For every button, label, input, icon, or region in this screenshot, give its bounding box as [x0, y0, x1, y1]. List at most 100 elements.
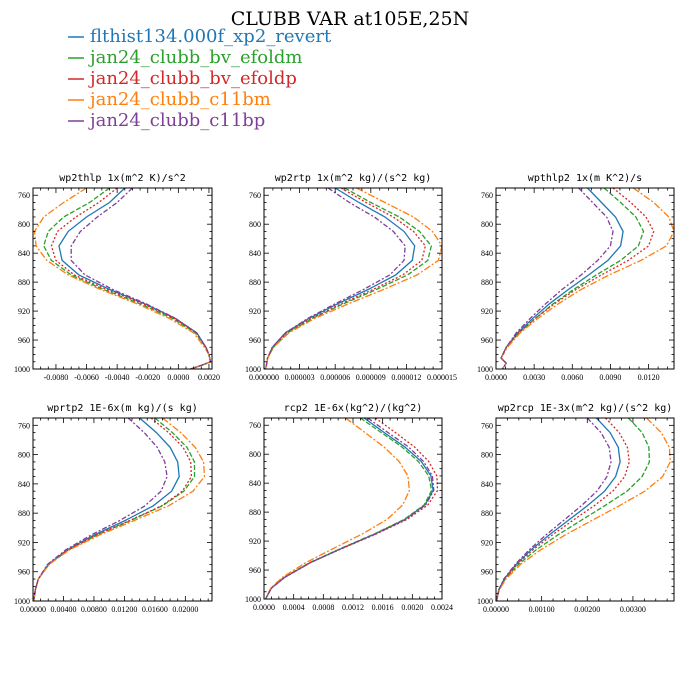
x-tick-label: 0.00400 — [50, 605, 76, 614]
y-tick-label: 880 — [249, 508, 261, 517]
series-line-3 — [496, 418, 630, 601]
x-tick-label: 0.0060 — [561, 373, 583, 382]
x-tick-label: 0.0020 — [401, 603, 423, 612]
y-tick-label: 760 — [249, 191, 261, 200]
x-tick-label: 0.000000 — [249, 373, 279, 382]
y-tick-label: 760 — [249, 421, 261, 430]
panel-frame — [32, 417, 213, 602]
y-tick-label: 920 — [249, 307, 261, 316]
series-group — [264, 188, 442, 369]
legend-label: jan24_clubb_c11bm — [88, 89, 271, 110]
series-line-4 — [500, 188, 674, 369]
y-tick-label: 1000 — [14, 597, 30, 606]
y-tick-label: 800 — [481, 220, 493, 229]
x-tick-label: 0.01600 — [142, 605, 168, 614]
y-tick-label: 920 — [249, 537, 261, 546]
x-tick-label: 0.000009 — [356, 373, 386, 382]
panel-title: rcp2 1E-6x(kg^2)/(kg^2) — [284, 403, 422, 414]
y-tick-label: 960 — [249, 566, 261, 575]
chart-panel-6: wp2rcp 1E-3x(m^2 kg)/(s^2 kg) 760 800 840 88… — [477, 403, 675, 614]
series-line-4 — [33, 188, 212, 369]
y-tick-label: 760 — [481, 191, 493, 200]
x-tick-label: 0.0000 — [167, 373, 189, 382]
series-group — [496, 418, 671, 601]
series-line-1 — [496, 418, 621, 601]
x-tick-label: 0.00200 — [574, 605, 600, 614]
y-tick-label: 1000 — [477, 597, 493, 606]
y-tick-label: 880 — [481, 509, 493, 518]
y-tick-label: 920 — [481, 538, 493, 547]
x-tick-label: 0.0024 — [431, 603, 453, 612]
x-tick-label: -0.0020 — [135, 373, 160, 382]
x-tick-label: 0.0012 — [342, 603, 364, 612]
x-tick-label: 0.0016 — [372, 603, 394, 612]
y-tick-label: 880 — [18, 509, 30, 518]
y-tick-label: 920 — [18, 538, 30, 547]
x-tick-label: 0.0090 — [599, 373, 621, 382]
y-tick-label: 960 — [481, 336, 493, 345]
y-tick-label: 920 — [481, 307, 493, 316]
series-line-2 — [42, 188, 212, 369]
x-tick-label: 0.000015 — [427, 373, 457, 382]
panel-title: wp2rtp 1x(m^2 kg)/(s^2 kg) — [275, 173, 432, 184]
series-group — [33, 188, 212, 369]
x-tick-label: 0.000012 — [391, 373, 421, 382]
x-tick-label: 0.00300 — [620, 605, 646, 614]
x-tick-label: -0.0080 — [44, 373, 69, 382]
legend-label: jan24_clubb_c11bp — [88, 110, 265, 131]
x-tick-label: 0.02000 — [172, 605, 198, 614]
y-tick-label: 1000 — [14, 365, 30, 374]
y-tick-label: 960 — [18, 336, 30, 345]
y-tick-label: 760 — [18, 191, 30, 200]
series-line-3 — [500, 188, 655, 369]
x-tick-label: 0.000006 — [320, 373, 350, 382]
y-tick-label: 960 — [249, 336, 261, 345]
panel-frame — [32, 187, 213, 370]
x-tick-label: -0.0060 — [74, 373, 99, 382]
x-tick-label: 0.00000 — [20, 605, 46, 614]
y-tick-label: 880 — [481, 278, 493, 287]
y-tick-label: 1000 — [245, 365, 261, 374]
panel-frame — [495, 187, 675, 370]
y-tick-label: 960 — [18, 568, 30, 577]
x-tick-label: 0.0030 — [523, 373, 545, 382]
series-line-4 — [264, 418, 411, 599]
legend-label: jan24_clubb_bv_efoldp — [88, 68, 297, 89]
chart-panel-3: wpthlp2 1x(m K^2)/s 760 800 840 880 920 960 100… — [477, 173, 675, 382]
panels: wp2thlp 1x(m^2 K)/s^2 760 800 840 880 920 960 1… — [14, 173, 675, 614]
chart-panel-1: wp2thlp 1x(m^2 K)/s^2 760 800 840 880 920 960 1… — [14, 173, 220, 382]
y-tick-label: 1000 — [477, 365, 493, 374]
series-line-5 — [496, 418, 612, 601]
y-tick-label: 760 — [18, 421, 30, 430]
x-tick-label: 0.0000 — [485, 373, 507, 382]
y-tick-label: 800 — [18, 451, 30, 460]
series-line-4 — [496, 418, 671, 601]
panel-title: wpthlp2 1x(m K^2)/s — [528, 173, 642, 184]
series-line-2 — [500, 188, 645, 369]
x-tick-label: 0.0004 — [283, 603, 305, 612]
chart-panel-2: wp2rtp 1x(m^2 kg)/(s^2 kg) 760 800 840 880 92… — [245, 173, 457, 382]
series-line-2 — [264, 418, 433, 599]
x-tick-label: 0.01200 — [111, 605, 137, 614]
series-line-3 — [264, 188, 427, 369]
panel-frame — [263, 187, 443, 370]
series-line-5 — [264, 188, 406, 369]
series-group — [264, 418, 439, 599]
legend-label: flthist134.000f_xp2_revert — [90, 26, 332, 47]
y-tick-label: 840 — [18, 249, 30, 258]
series-group — [33, 418, 206, 601]
series-line-2 — [33, 418, 196, 601]
x-tick-label: -0.0040 — [105, 373, 130, 382]
y-tick-label: 800 — [18, 220, 30, 229]
panel-frame — [495, 417, 675, 602]
y-tick-label: 920 — [18, 307, 30, 316]
series-line-5 — [500, 188, 614, 369]
y-tick-label: 880 — [249, 278, 261, 287]
y-tick-label: 840 — [481, 480, 493, 489]
legend: flthist134.000f_xp2_revertjan24_clubb_bv… — [68, 26, 332, 131]
legend-label: jan24_clubb_bv_efoldm — [88, 47, 302, 68]
x-tick-label: 0.00000 — [483, 605, 509, 614]
y-tick-label: 1000 — [245, 595, 261, 604]
series-line-5 — [33, 418, 168, 601]
